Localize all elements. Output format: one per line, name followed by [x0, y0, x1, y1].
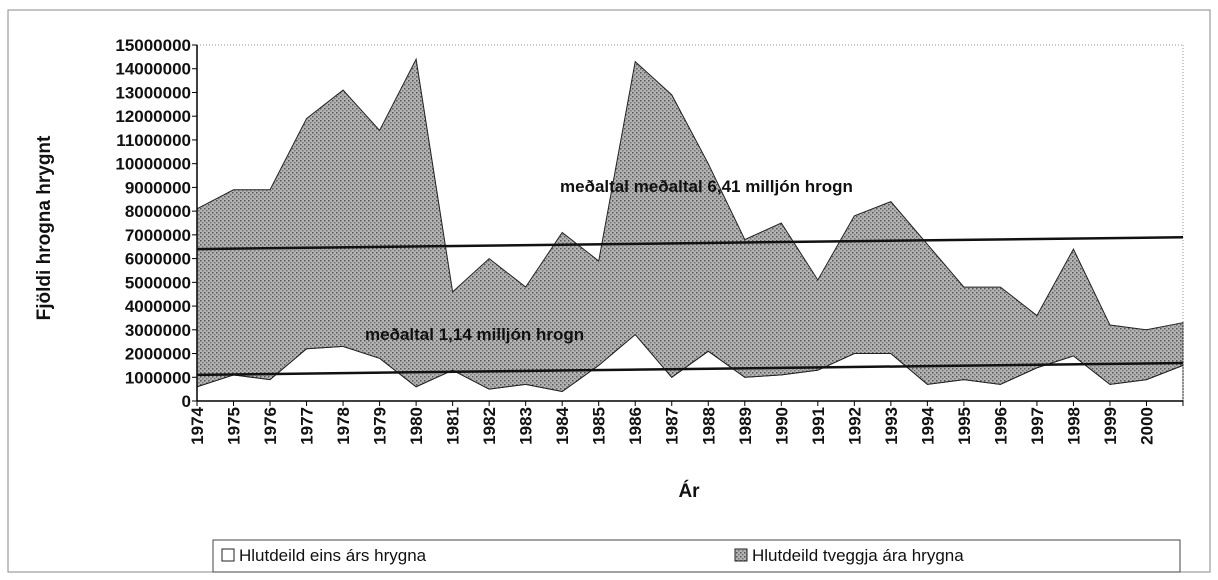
y-axis-label: Fjöldi hrogna hrygnt: [34, 135, 55, 320]
x-tick-label: 1978: [334, 407, 353, 445]
x-tick-label: 1997: [1028, 407, 1047, 445]
x-tick-label: 1979: [371, 407, 390, 445]
y-tick-label: 5000000: [125, 273, 191, 292]
y-tick-label: 2000000: [125, 345, 191, 364]
y-tick-label: 12000000: [115, 107, 191, 126]
y-tick-label: 11000000: [116, 131, 191, 150]
x-tick-label: 1995: [955, 407, 974, 445]
trend-line: [196, 361, 1184, 377]
y-tick-label: 4000000: [125, 297, 191, 316]
x-tick-label: 1988: [699, 407, 718, 445]
x-tick-label: 1992: [845, 407, 864, 445]
x-tick-label: 1998: [1064, 407, 1083, 445]
y-tick-label: 13000000: [115, 83, 191, 102]
legend-swatch: [734, 548, 748, 562]
x-tick-label: 1999: [1101, 407, 1120, 445]
y-tick-label: 3000000: [125, 321, 191, 340]
trend-label: meðaltal meðaltal 6,41 milljón hrogn: [560, 177, 853, 196]
x-tick-label: 1975: [225, 407, 244, 445]
legend-swatch: [221, 548, 235, 562]
y-tick-label: 7000000: [125, 226, 191, 245]
x-axis-label: Ár: [678, 480, 700, 502]
x-tick-label: 1993: [882, 407, 901, 445]
y-tick-label: 1000000: [125, 368, 191, 387]
x-tick-label: 1989: [736, 407, 755, 445]
x-tick-label: 1977: [298, 407, 317, 445]
x-tick-label: 1981: [444, 407, 463, 445]
y-tick-label: 15000000: [115, 36, 191, 55]
x-tick-label: 1986: [626, 407, 645, 445]
x-tick-label: 1996: [991, 407, 1010, 445]
area: [196, 57, 1184, 393]
x-tick-label: 1985: [590, 407, 609, 445]
x-tick-label: 2000: [1137, 407, 1156, 445]
x-tick-label: 1976: [261, 407, 280, 445]
trend-line: [196, 235, 1184, 251]
x-tick-label: 1994: [918, 406, 937, 444]
y-tick-label: 10000000: [115, 155, 191, 174]
y-tick-label: 8000000: [125, 202, 191, 221]
x-tick-label: 1990: [772, 407, 791, 445]
y-tick-label: 9000000: [125, 178, 191, 197]
y-tick-label: 0: [182, 392, 191, 411]
y-tick-label: 14000000: [115, 60, 191, 79]
legend-label: Hlutdeild tveggja ára hrygna: [752, 546, 964, 565]
x-tick-label: 1982: [480, 407, 499, 445]
y-tick-label: 6000000: [125, 250, 191, 269]
x-tick-label: 1987: [663, 407, 682, 445]
trend-label: meðaltal 1,14 milljón hrogn: [365, 325, 584, 344]
x-tick-label: 1991: [809, 407, 828, 445]
legend-box: [212, 539, 1181, 573]
x-tick-label: 1974: [188, 406, 207, 444]
x-tick-label: 1983: [517, 407, 536, 445]
x-tick-label: 1980: [407, 407, 426, 445]
legend-label: Hlutdeild eins árs hrygna: [239, 546, 427, 565]
x-tick-label: 1984: [553, 406, 572, 444]
